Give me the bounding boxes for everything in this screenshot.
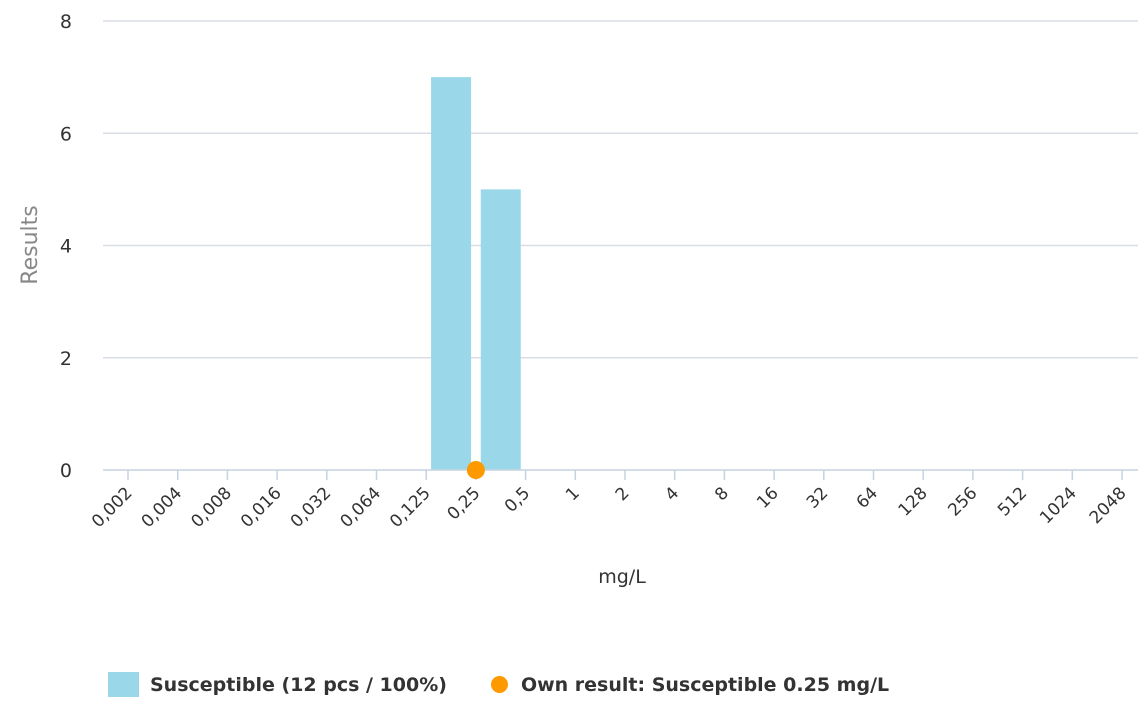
- x-axis-title: mg/L: [598, 566, 646, 588]
- x-tick-label: 0,032: [287, 483, 336, 532]
- x-tick-label: 0,002: [88, 483, 137, 532]
- x-tick-label: 0,004: [138, 483, 187, 532]
- x-tick-label: 0,25: [444, 483, 485, 524]
- bar-0,25[interactable]: [480, 189, 521, 470]
- x-tick-label: 8: [711, 483, 733, 505]
- x-tick-label: 4: [661, 483, 683, 505]
- x-tick-label: 1: [562, 483, 584, 505]
- y-tick-label: 6: [60, 123, 72, 145]
- x-tick-label: 1024: [1036, 483, 1081, 528]
- y-tick-label: 8: [60, 11, 72, 33]
- gridlines: 0 2 4 6 8: [60, 11, 1138, 482]
- x-tick-label: 64: [853, 483, 882, 512]
- legend-swatch-susceptible: [108, 672, 139, 697]
- own-result-point[interactable]: [466, 461, 485, 479]
- bars: [431, 77, 521, 470]
- y-axis-title: Results: [18, 205, 43, 284]
- x-tick-label: 0,016: [237, 483, 286, 532]
- x-tick-label: 0,064: [336, 483, 385, 532]
- legend-label-susceptible: Susceptible (12 pcs / 100%): [150, 673, 447, 696]
- x-tick-label: 2: [612, 483, 634, 505]
- x-tick-label: 0,125: [386, 483, 435, 532]
- bar-0,125[interactable]: [431, 77, 472, 470]
- legend-label-own-result: Own result: Susceptible 0.25 mg/L: [520, 673, 890, 696]
- x-tick-label: 512: [994, 483, 1031, 520]
- axis-labels: Results mg/L: [18, 205, 646, 588]
- legend: Susceptible (12 pcs / 100%) Own result: …: [108, 672, 933, 697]
- legend-dot-own-result: [490, 676, 508, 693]
- x-tick-label: 16: [753, 483, 782, 512]
- legend-item-own-result[interactable]: Own result: Susceptible 0.25 mg/L: [490, 673, 890, 696]
- y-tick-label: 2: [60, 348, 72, 370]
- y-tick-label: 4: [60, 236, 72, 258]
- x-tick-label: 32: [803, 483, 832, 512]
- chart: 0 2 4 6 8 0,002 0,004 0,008 0,016 0,032 0,064 0,12…: [18, 11, 1138, 588]
- x-tick-label: 128: [895, 483, 932, 520]
- x-tick-label: 0,5: [501, 483, 534, 516]
- x-axis: 0,002 0,004 0,008 0,016 0,032 0,064 0,125 0,25 0…: [88, 469, 1138, 532]
- own-result-points: [466, 461, 485, 479]
- x-tick-label: 256: [944, 483, 981, 520]
- y-tick-label: 0: [60, 460, 72, 482]
- legend-item-susceptible[interactable]: Susceptible (12 pcs / 100%): [108, 672, 447, 697]
- x-tick-label: 0,008: [187, 483, 236, 532]
- x-tick-label: 2048: [1086, 483, 1131, 528]
